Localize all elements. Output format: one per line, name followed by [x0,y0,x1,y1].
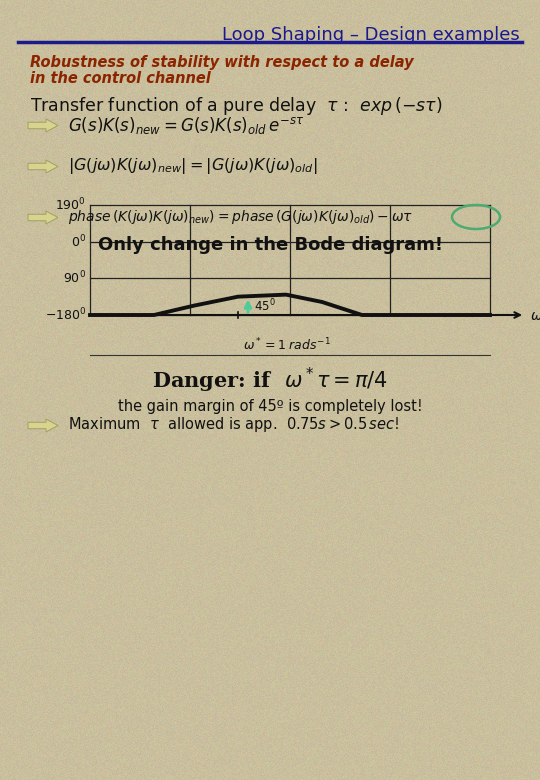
Polygon shape [28,419,58,432]
Text: Transfer function of a pure delay  $\tau$ :  $\mathit{exp}\,(-s\tau)$: Transfer function of a pure delay $\tau$… [30,95,443,117]
Text: $0^0$: $0^0$ [71,233,86,250]
Text: $45^0$: $45^0$ [254,297,276,314]
Text: Maximum  $\tau$  allowed is app.  $\mathit{0.75s > 0.5\,sec!}$: Maximum $\tau$ allowed is app. $\mathit{… [68,416,399,434]
Text: $90^0$: $90^0$ [63,270,86,286]
Polygon shape [28,119,58,132]
Polygon shape [28,160,58,173]
Text: $\omega(rads^{-1})$: $\omega(rads^{-1})$ [530,305,540,324]
Text: $-180^0$: $-180^0$ [44,307,86,323]
Text: Robustness of stability with respect to a delay: Robustness of stability with respect to … [30,55,414,70]
Text: $\omega^* = 1\;rads^{-1}$: $\omega^* = 1\;rads^{-1}$ [243,337,330,353]
Text: Danger: if  $\omega^*\tau = \pi/4$: Danger: if $\omega^*\tau = \pi/4$ [152,365,388,395]
Text: Loop Shaping – Design examples: Loop Shaping – Design examples [222,26,520,44]
Text: $\mathit{phase}\,(K(j\omega)K(j\omega)_{new}) = \mathit{phase}\,(G(j\omega)K(j\o: $\mathit{phase}\,(K(j\omega)K(j\omega)_{… [68,208,413,226]
Text: Only change in the Bode diagram!: Only change in the Bode diagram! [98,236,442,254]
Text: $G(s)K(s)_{new} = G(s)K(s)_{old}\,e^{-s\tau}$: $G(s)K(s)_{new} = G(s)K(s)_{old}\,e^{-s\… [68,115,304,136]
Text: in the control channel: in the control channel [30,71,211,86]
Polygon shape [28,211,58,224]
Text: the gain margin of 45º is completely lost!: the gain margin of 45º is completely los… [118,399,422,414]
Text: $190^0$: $190^0$ [55,197,86,213]
Text: $|G(j\omega)K(j\omega)_{new}| = |G(j\omega)K(j\omega)_{old}|$: $|G(j\omega)K(j\omega)_{new}| = |G(j\ome… [68,156,318,176]
